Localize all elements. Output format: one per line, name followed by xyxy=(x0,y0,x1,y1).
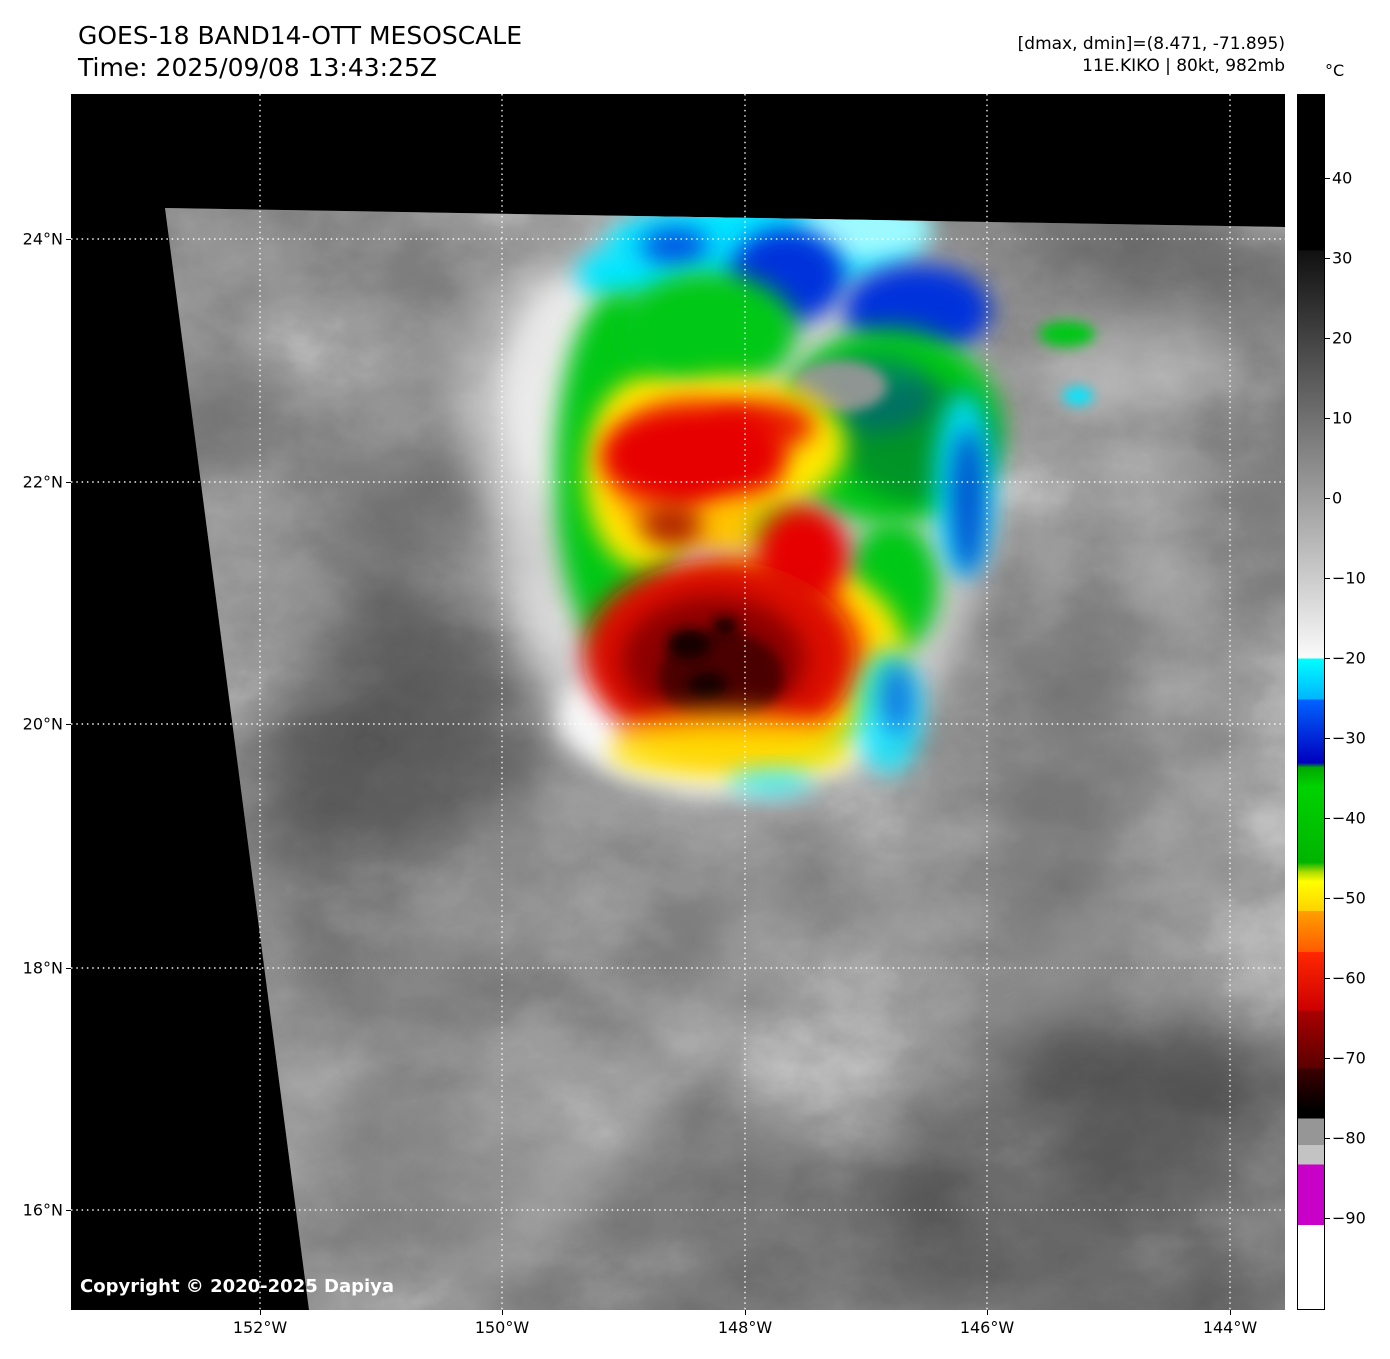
colorbar-tick-label: −60 xyxy=(1332,968,1366,988)
lat-label: 20°N xyxy=(22,714,63,734)
colorbar-tick xyxy=(1325,338,1330,339)
lat-label: 18°N xyxy=(22,958,63,978)
x-tick xyxy=(260,1310,261,1315)
lat-label: 22°N xyxy=(22,472,63,492)
colorbar-tick-label: 20 xyxy=(1332,328,1353,348)
colorbar-tick xyxy=(1325,178,1330,179)
temperature-colorbar xyxy=(1297,94,1325,1310)
colorbar-tick-label: −80 xyxy=(1332,1128,1366,1148)
colorbar-tick xyxy=(1325,498,1330,499)
y-tick xyxy=(66,724,71,725)
satellite-imagery xyxy=(71,94,1285,1310)
x-tick xyxy=(987,1310,988,1315)
copyright-watermark: Copyright © 2020-2025 Dapiya xyxy=(80,1276,395,1297)
lat-label: 16°N xyxy=(22,1200,63,1220)
header-left: GOES-18 BAND14-OTT MESOSCALE Time: 2025/… xyxy=(78,20,522,84)
y-tick xyxy=(66,1210,71,1211)
colorbar-tick-label: −20 xyxy=(1332,648,1366,668)
y-tick xyxy=(66,968,71,969)
colorbar-tick xyxy=(1325,658,1330,659)
colorbar-tick xyxy=(1325,738,1330,739)
grid-lines xyxy=(71,94,1285,1310)
lon-label: 152°W xyxy=(232,1318,288,1337)
colorbar-tick-label: −70 xyxy=(1332,1048,1366,1068)
colorbar-unit-label: °C xyxy=(1325,61,1345,80)
lon-label: 146°W xyxy=(959,1318,1015,1337)
colorbar-tick-label: −90 xyxy=(1332,1208,1366,1228)
colorbar-tick-label: −30 xyxy=(1332,728,1366,748)
colorbar-tick-label: −10 xyxy=(1332,568,1366,588)
x-tick xyxy=(745,1310,746,1315)
colorbar-tick xyxy=(1325,898,1330,899)
lon-label: 144°W xyxy=(1202,1318,1258,1337)
colorbar-tick-label: 10 xyxy=(1332,408,1353,428)
colorbar-tick xyxy=(1325,258,1330,259)
colorbar-tick-label: −50 xyxy=(1332,888,1366,908)
y-tick xyxy=(66,239,71,240)
storm-ir-overlay xyxy=(495,208,1095,799)
satellite-plot: Copyright © 2020-2025 Dapiya xyxy=(71,94,1285,1310)
x-tick xyxy=(502,1310,503,1315)
x-tick xyxy=(1230,1310,1231,1315)
colorbar-tick xyxy=(1325,418,1330,419)
colorbar-tick xyxy=(1325,978,1330,979)
timestamp: Time: 2025/09/08 13:43:25Z xyxy=(78,53,437,82)
y-tick xyxy=(66,482,71,483)
colorbar-tick-label: 30 xyxy=(1332,248,1353,268)
colorbar-tick xyxy=(1325,818,1330,819)
header-right: [dmax, dmin]=(8.471, -71.895) 11E.KIKO |… xyxy=(1018,33,1285,77)
colorbar-tick xyxy=(1325,578,1330,579)
storm-info: 11E.KIKO | 80kt, 982mb xyxy=(1082,56,1285,76)
lon-label: 150°W xyxy=(474,1318,530,1337)
colorbar-tick-label: −40 xyxy=(1332,808,1366,828)
product-title: GOES-18 BAND14-OTT MESOSCALE xyxy=(78,21,523,50)
colorbar-tick xyxy=(1325,1138,1330,1139)
colorbar-tick-label: 0 xyxy=(1332,488,1343,508)
colorbar-tick-label: 40 xyxy=(1332,168,1353,188)
lon-label: 148°W xyxy=(717,1318,773,1337)
colorbar-tick xyxy=(1325,1218,1330,1219)
lat-label: 24°N xyxy=(22,229,63,249)
colorbar-tick xyxy=(1325,1058,1330,1059)
dmax-dmin-readout: [dmax, dmin]=(8.471, -71.895) xyxy=(1017,34,1285,54)
